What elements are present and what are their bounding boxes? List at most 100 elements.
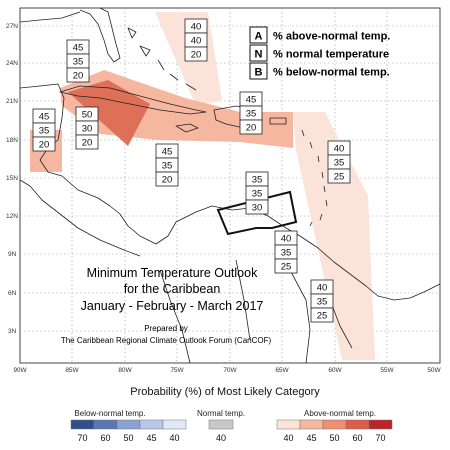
zone-eastern-arc: [293, 112, 375, 360]
below-value: 30: [252, 203, 263, 214]
key-letter: B: [255, 67, 263, 79]
lon-label: 70W: [223, 367, 237, 374]
lat-label: 27N: [6, 23, 18, 30]
key-letter-box: [249, 26, 268, 44]
legend-swatch-value: 50: [329, 433, 339, 443]
lon-label: 90W: [13, 367, 27, 374]
normal-value: 35: [252, 189, 263, 200]
above-value: 45: [246, 95, 257, 106]
above-value: 40: [334, 144, 345, 155]
normal-value: 35: [281, 248, 292, 259]
prob-box-guianas: 40 35 25: [310, 279, 334, 323]
legend: Probability (%) of Most Likely Category …: [70, 386, 393, 443]
latitude-labels: 27N 24N 21N 18N 15N 12N 9N 6N 3N: [6, 23, 18, 335]
prob-box-leeward: 40 35 25: [327, 140, 351, 184]
zone-cayman-dark: [68, 80, 150, 146]
legend-swatch: [276, 419, 301, 430]
lon-label: 60W: [328, 367, 342, 374]
normal-value: 35: [334, 158, 345, 169]
key-text: % above-normal temp.: [273, 31, 390, 43]
normal-value: 35: [246, 109, 257, 120]
prob-box-bahamas-east: 40 40 20: [184, 18, 208, 62]
probability-boxes: 40 40 20 45 35 20 45 35 20 50 30 20: [32, 18, 351, 323]
normal-value: 35: [39, 126, 50, 137]
legend-swatch-value: 70: [77, 433, 87, 443]
lat-label: 21N: [6, 98, 18, 105]
normal-value: 35: [73, 57, 84, 68]
above-value: 40: [281, 234, 292, 245]
below-value: 25: [334, 172, 345, 183]
lat-label: 15N: [6, 175, 18, 182]
prob-box-jamaica-south: 45 35 20: [155, 143, 179, 187]
legend-swatch: [93, 419, 118, 430]
legend-swatch-value: 40: [216, 433, 226, 443]
legend-title: Probability (%) of Most Likely Category: [130, 386, 320, 398]
prepared-org: The Caribbean Regional Climate Outlook F…: [61, 336, 272, 345]
prob-box-trinidad: 40 35 25: [274, 230, 298, 274]
lon-label: 65W: [275, 367, 289, 374]
abc-islands-outline: [216, 190, 298, 236]
prob-box-hispaniola: 45 35 20: [239, 91, 263, 135]
below-value: 20: [191, 50, 202, 61]
above-value: 40: [317, 283, 328, 294]
map-title-line2: for the Caribbean: [124, 282, 221, 296]
key-letter-box: [249, 44, 268, 62]
map-title-line3: January - February - March 2017: [81, 299, 264, 313]
map-title-block: Minimum Temperature Outlook for the Cari…: [61, 266, 272, 345]
key-letter-box: [249, 62, 268, 80]
above-value: 35: [252, 175, 263, 186]
prob-box-gulf: 45 35 20: [66, 39, 90, 83]
category-key: A % above-normal temp. N % normal temper…: [249, 26, 390, 80]
prob-box-abc: 35 35 30: [245, 171, 269, 215]
legend-swatch-value: 50: [123, 433, 133, 443]
legend-swatch: [70, 419, 95, 430]
lat-label: 12N: [6, 213, 18, 220]
prob-box-cayman: 50 30 20: [75, 106, 99, 150]
key-text: % below-normal temp.: [273, 67, 390, 79]
legend-swatch-value: 45: [306, 433, 316, 443]
prob-box-yucatan: 45 35 20: [32, 108, 56, 152]
legend-swatch: [208, 419, 234, 430]
normal-value: 40: [191, 36, 202, 47]
normal-value: 35: [317, 297, 328, 308]
key-text: % normal temperature: [273, 49, 389, 61]
legend-swatch: [162, 419, 187, 430]
normal-value: 30: [82, 124, 93, 135]
lon-label: 50W: [427, 367, 441, 374]
lat-label: 18N: [6, 137, 18, 144]
below-value: 20: [246, 123, 257, 134]
above-value: 45: [73, 43, 84, 54]
above-value: 50: [82, 110, 93, 121]
legend-swatch-value: 45: [146, 433, 156, 443]
above-value: 45: [39, 112, 50, 123]
lat-label: 6N: [8, 290, 17, 297]
below-value: 20: [162, 175, 173, 186]
legend-swatch: [299, 419, 324, 430]
legend-swatch: [368, 419, 393, 430]
legend-swatch-value: 60: [352, 433, 362, 443]
legend-normal-swatches: 40: [208, 419, 234, 443]
normal-value: 35: [162, 161, 173, 172]
legend-swatch: [322, 419, 347, 430]
key-letter: N: [255, 49, 263, 61]
legend-below-swatches: 70 60 50 45 40: [70, 419, 187, 443]
lon-label: 55W: [380, 367, 394, 374]
lat-label: 3N: [8, 328, 17, 335]
legend-above-label: Above-normal temp.: [304, 409, 376, 418]
map-title-line1: Minimum Temperature Outlook: [87, 266, 258, 280]
below-value: 20: [73, 71, 84, 82]
key-letter: A: [255, 31, 263, 43]
below-value: 20: [82, 138, 93, 149]
legend-above-swatches: 40 45 50 60 70: [276, 419, 393, 443]
lon-label: 75W: [170, 367, 184, 374]
below-value: 25: [281, 262, 292, 273]
legend-swatch: [139, 419, 164, 430]
above-value: 45: [162, 147, 173, 158]
legend-swatch-value: 70: [375, 433, 385, 443]
lat-label: 9N: [8, 251, 17, 258]
legend-swatch: [345, 419, 370, 430]
longitude-labels: 90W 85W 80W 75W 70W 65W 60W 55W 50W: [13, 367, 441, 374]
legend-swatch-value: 60: [100, 433, 110, 443]
legend-swatch-value: 40: [283, 433, 293, 443]
